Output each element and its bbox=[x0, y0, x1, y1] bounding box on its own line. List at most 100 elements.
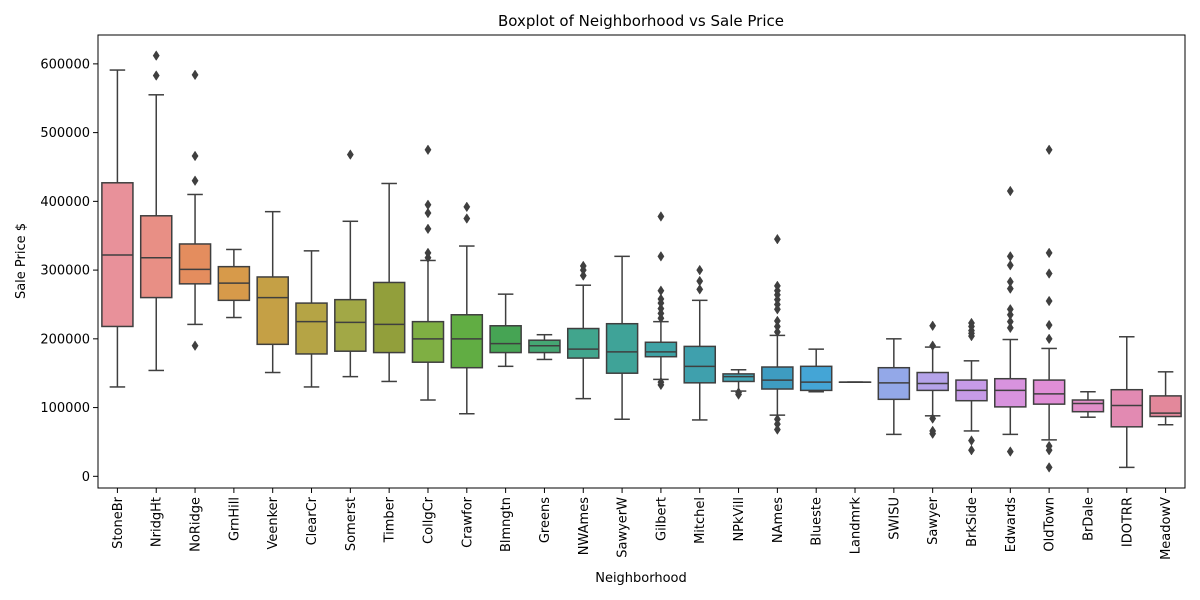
plot-background bbox=[98, 35, 1185, 488]
outlier-point bbox=[424, 223, 432, 235]
x-tick-label: BrDale bbox=[1081, 497, 1096, 541]
outlier-point bbox=[657, 211, 665, 222]
outlier-point bbox=[773, 413, 781, 425]
box-iqr bbox=[139, 215, 173, 299]
box-NoRidge bbox=[178, 69, 212, 351]
box-Edwards bbox=[994, 185, 1027, 457]
x-tick-label: SWISU bbox=[887, 497, 902, 540]
box-iqr bbox=[489, 325, 522, 354]
box-iqr bbox=[799, 365, 833, 392]
x-tick-label: ClearCr bbox=[305, 496, 320, 545]
box-Somerst bbox=[334, 149, 367, 378]
outlier-point bbox=[191, 340, 199, 351]
outlier-point bbox=[1006, 316, 1014, 327]
y-tick-label: 300000 bbox=[40, 264, 90, 279]
outlier-point bbox=[657, 251, 665, 262]
box-BrDale bbox=[1071, 391, 1105, 418]
box-Sawyer bbox=[916, 320, 949, 439]
box-iqr bbox=[566, 327, 600, 359]
outlier-point bbox=[191, 175, 199, 187]
box-Gilbert bbox=[644, 211, 678, 391]
box-iqr bbox=[644, 341, 678, 358]
box-iqr bbox=[1149, 395, 1182, 418]
box-SawyerW bbox=[605, 255, 639, 421]
x-tick-label: MeadowV bbox=[1159, 497, 1174, 560]
box-iqr bbox=[605, 322, 639, 374]
y-tick-label: 500000 bbox=[40, 126, 90, 141]
x-tick-label: Gilbert bbox=[654, 497, 669, 541]
box-Crawfor bbox=[450, 201, 484, 415]
outlier-point bbox=[735, 387, 743, 398]
outlier-point bbox=[968, 435, 975, 446]
box-Blmngtn bbox=[489, 293, 522, 368]
chart-title: Boxplot of Neighborhood vs Sale Price bbox=[498, 12, 784, 30]
x-tick-label: NoRidge bbox=[189, 497, 204, 552]
box-Timber bbox=[372, 182, 406, 383]
x-tick-label: IDOTRR bbox=[1120, 497, 1135, 547]
outlier-point bbox=[657, 293, 665, 305]
x-tick-label: Blmngtn bbox=[499, 497, 514, 552]
x-tick-label: Blueste bbox=[810, 497, 825, 546]
outlier-point bbox=[1006, 276, 1014, 288]
outlier-point bbox=[1006, 309, 1014, 321]
outlier-point bbox=[579, 260, 587, 272]
outlier-point bbox=[424, 247, 432, 259]
box-iqr bbox=[178, 243, 212, 285]
outlier-point bbox=[1045, 319, 1053, 331]
outlier-point bbox=[1006, 283, 1014, 294]
box-iqr bbox=[1032, 379, 1066, 405]
x-axis-label: Neighborhood bbox=[595, 571, 687, 586]
box-iqr bbox=[994, 377, 1027, 408]
outlier-point bbox=[1006, 303, 1014, 315]
outlier-point bbox=[424, 144, 432, 156]
box-MeadowV bbox=[1149, 371, 1182, 426]
box-OldTown bbox=[1032, 144, 1066, 473]
outlier-point bbox=[1006, 322, 1014, 334]
y-axis: 0 100000 200000 300000 400000 500000 600000 bbox=[40, 57, 98, 485]
x-tick-label: Mitchel bbox=[693, 497, 708, 544]
x-tick-label: NAmes bbox=[771, 497, 786, 543]
outlier-point bbox=[968, 444, 975, 456]
y-tick-label: 100000 bbox=[40, 401, 90, 416]
box-Blueste bbox=[799, 348, 833, 393]
x-tick-label: BrkSide bbox=[965, 497, 980, 547]
x-tick-label: Somerst bbox=[344, 497, 359, 551]
outlier-point bbox=[1006, 185, 1014, 197]
outlier-point bbox=[696, 275, 704, 287]
y-axis-label: Sale Price $ bbox=[14, 223, 29, 299]
box-SWISU bbox=[877, 338, 911, 436]
outlier-point bbox=[424, 207, 432, 219]
box-NAmes bbox=[761, 233, 794, 435]
outlier-point bbox=[191, 150, 199, 162]
x-tick-label: Timber bbox=[383, 496, 398, 543]
outlier-point bbox=[929, 413, 937, 424]
outlier-point bbox=[929, 320, 937, 332]
outlier-point bbox=[696, 284, 704, 295]
box-Mitchel bbox=[683, 264, 717, 421]
outlier-point bbox=[773, 321, 781, 332]
outlier-point bbox=[579, 270, 587, 281]
outlier-point bbox=[696, 264, 704, 276]
outlier-point bbox=[929, 425, 937, 437]
outlier-point bbox=[1045, 144, 1053, 156]
x-tick-label: SawyerW bbox=[616, 497, 631, 558]
box-IDOTRR bbox=[1110, 336, 1144, 469]
box-StoneBr bbox=[101, 69, 134, 388]
box-Veenker bbox=[256, 210, 289, 374]
outlier-point bbox=[773, 315, 781, 327]
box-iqr bbox=[372, 281, 406, 354]
outlier-point bbox=[657, 285, 665, 297]
outlier-point bbox=[1045, 440, 1053, 452]
x-tick-label: Edwards bbox=[1004, 497, 1019, 552]
outlier-point bbox=[1045, 295, 1053, 307]
box-BrkSide bbox=[955, 317, 988, 456]
boxes-layer bbox=[101, 50, 1182, 473]
box-GrnHill bbox=[217, 248, 251, 319]
box-iqr bbox=[450, 314, 484, 369]
outlier-point bbox=[424, 199, 432, 211]
box-Greens bbox=[528, 333, 561, 361]
outlier-point bbox=[773, 280, 781, 292]
outlier-point bbox=[463, 201, 471, 213]
outlier-point bbox=[657, 376, 665, 388]
outlier-point bbox=[1006, 446, 1014, 457]
